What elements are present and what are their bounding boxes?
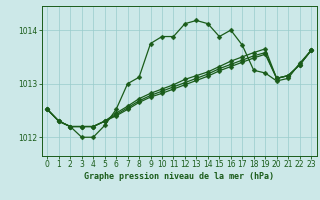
X-axis label: Graphe pression niveau de la mer (hPa): Graphe pression niveau de la mer (hPa) <box>84 172 274 181</box>
